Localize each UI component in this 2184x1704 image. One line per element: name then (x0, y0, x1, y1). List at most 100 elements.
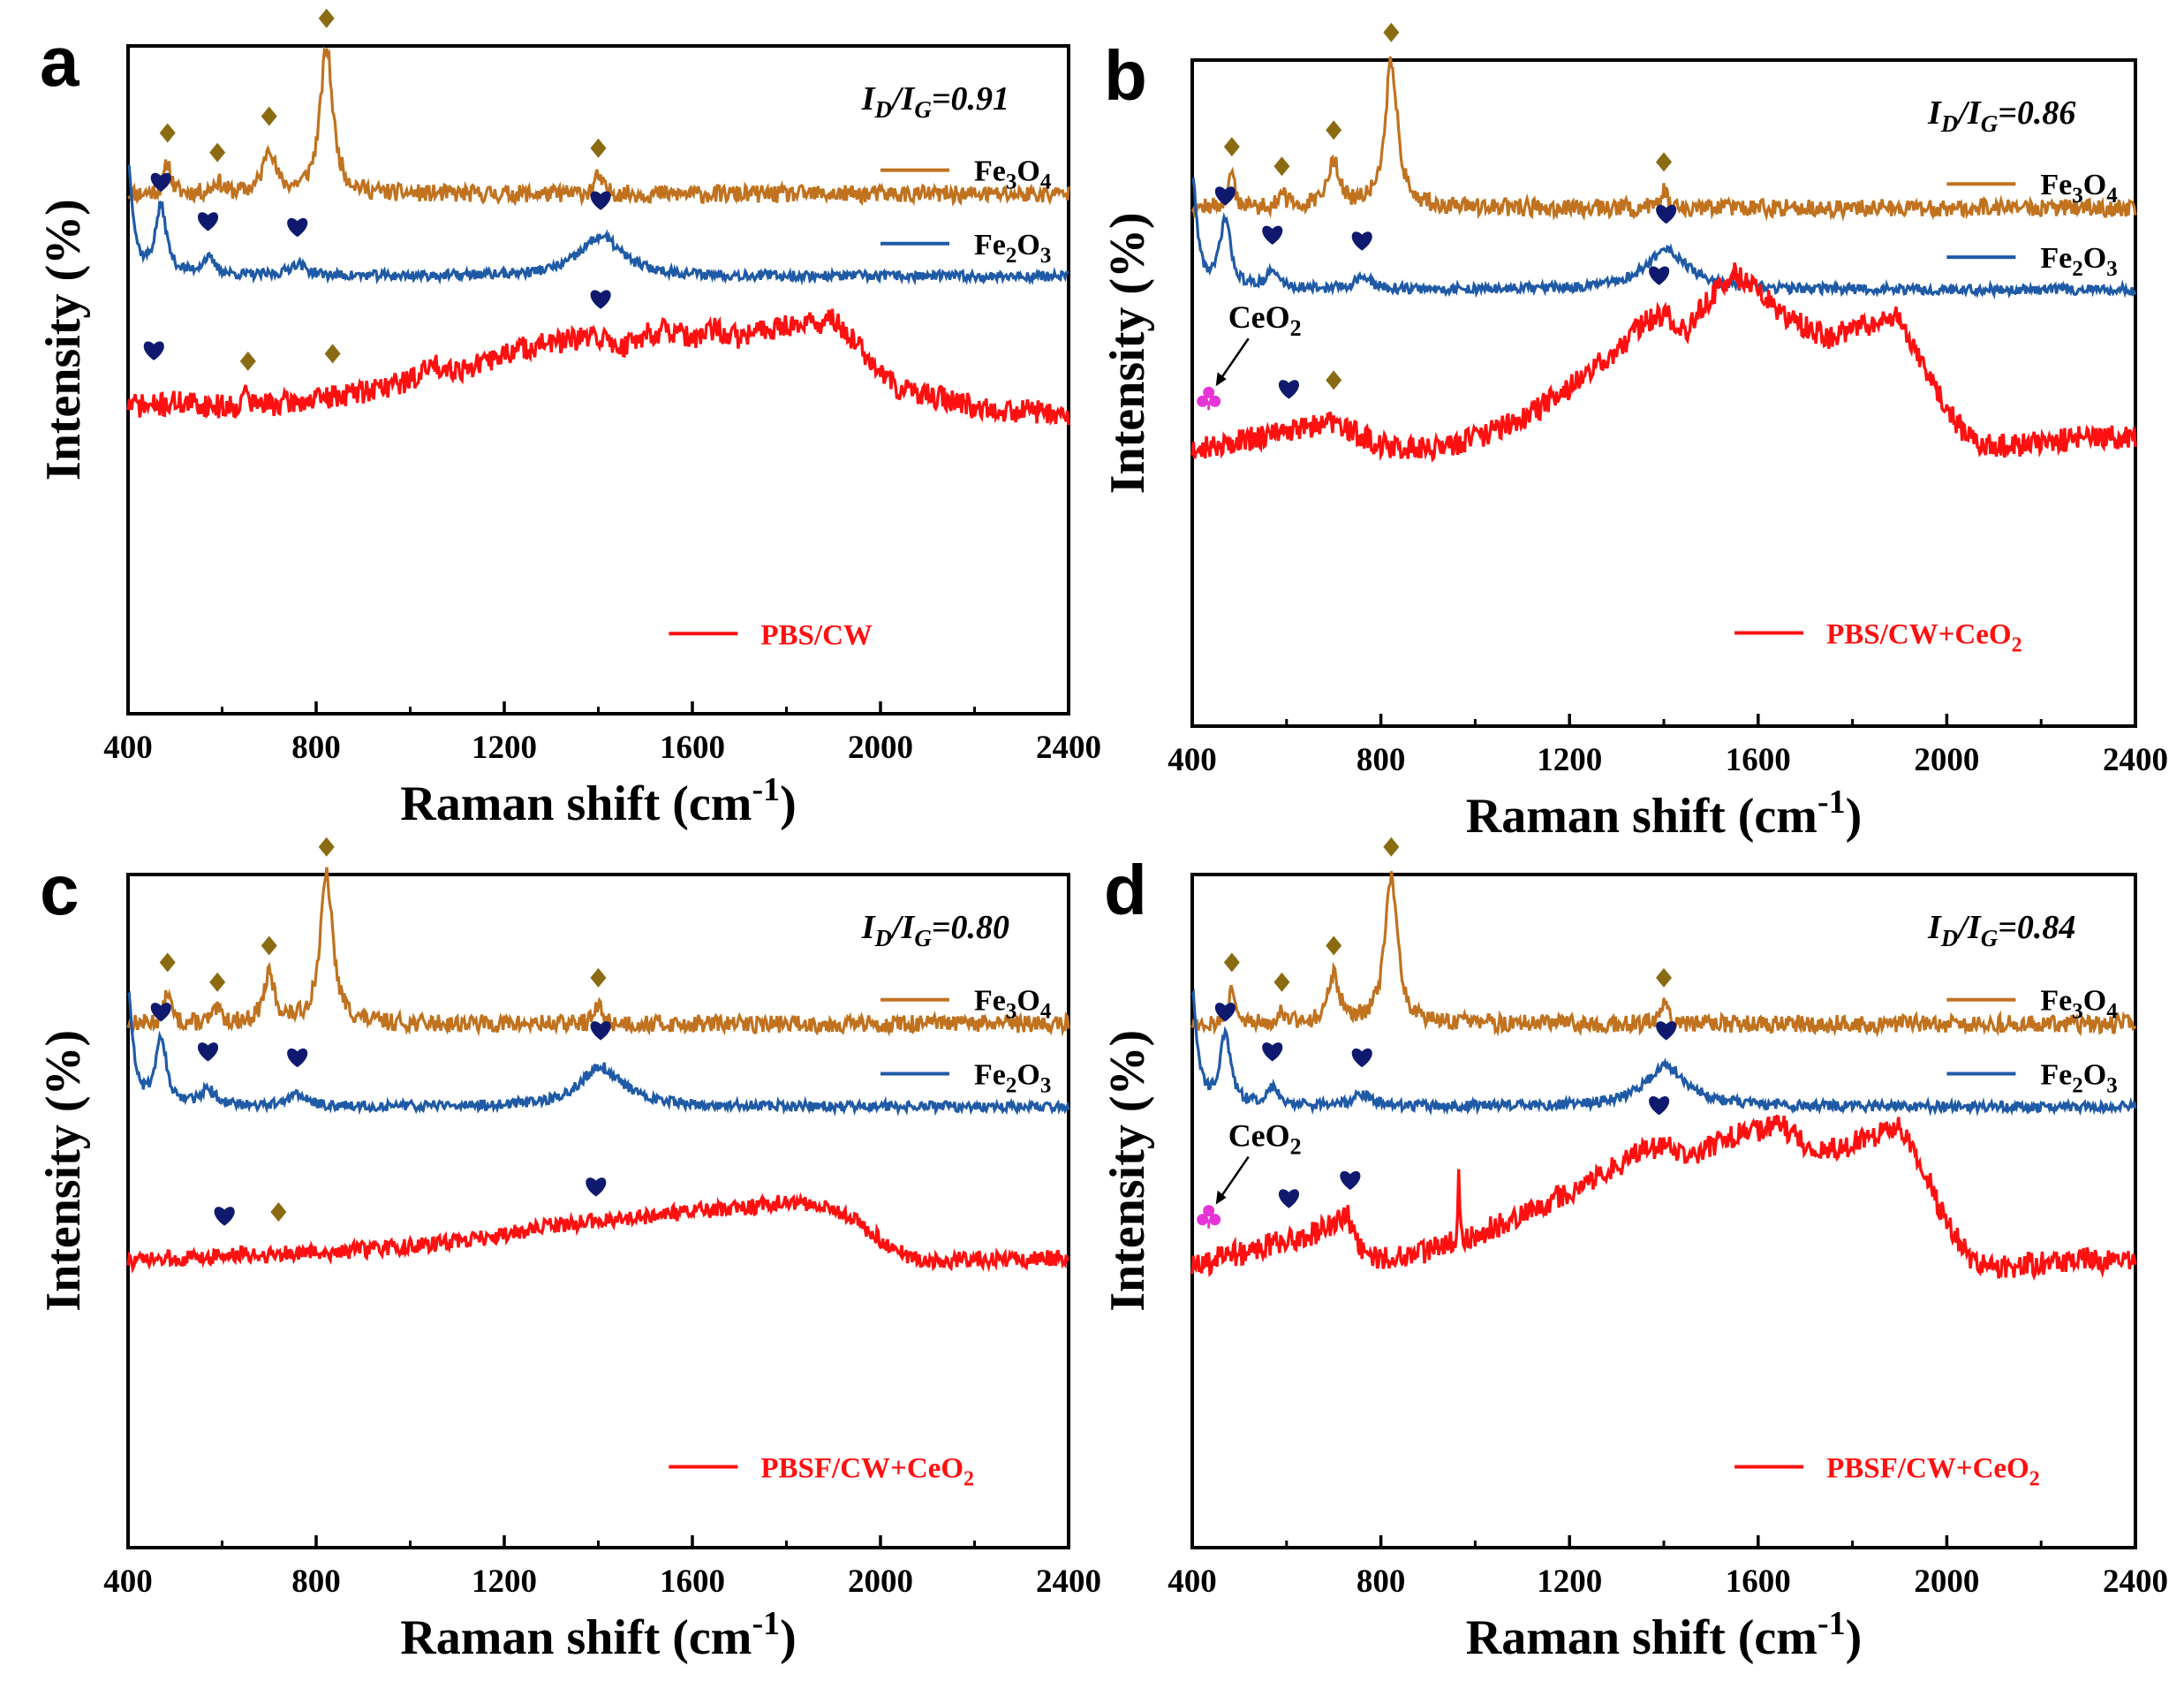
series-fe3o4-line (1190, 56, 2137, 223)
sample-legend-label: PBS/CW+CeO2 (1826, 618, 2022, 656)
x-tick-label: 2000 (1914, 1564, 1979, 1600)
heart-marker (590, 191, 611, 210)
panel-d: CeO2 Fe3O4 Fe2O3 PBSF/CW+CeO2 ID/IG=0.84 d 400… (1100, 837, 2168, 1665)
x-tick-label: 2400 (1036, 1564, 1101, 1600)
y-axis-label: Intensity (%) (36, 1030, 91, 1312)
diamond-marker (239, 351, 256, 371)
club-marker (1197, 1205, 1221, 1229)
heart-marker (1214, 1003, 1236, 1022)
heart-marker (1278, 380, 1300, 399)
diamond-marker (1383, 837, 1400, 857)
x-axis-label: Raman shift (cm-1) (400, 771, 797, 831)
series-fe2o3-line (1191, 177, 2137, 299)
fe3o4-legend-label: Fe3O4 (974, 155, 1052, 194)
x-tick-label: 1600 (660, 730, 725, 766)
x-tick-label: 800 (291, 1564, 341, 1600)
ceo2-label: CeO2 (1228, 1118, 1302, 1160)
diamond-marker (1656, 152, 1672, 172)
heart-marker (287, 1048, 308, 1068)
heart-marker (590, 1021, 611, 1041)
diamond-marker (1326, 120, 1342, 140)
heart-marker (1656, 204, 1677, 224)
heart-marker (1340, 1170, 1361, 1191)
series-sample-line (126, 308, 1070, 427)
heart-marker (1262, 1042, 1283, 1062)
x-tick-label: 2000 (848, 1564, 913, 1600)
heart-marker (1649, 266, 1670, 285)
x-tick-label: 1200 (1537, 742, 1602, 778)
fe2o3-legend-label: Fe2O3 (2040, 1059, 2117, 1098)
x-tick-label: 400 (103, 1564, 153, 1600)
heart-marker (150, 1003, 171, 1022)
x-tick-label: 1200 (472, 730, 537, 766)
diamond-marker (318, 8, 335, 28)
heart-marker (150, 172, 171, 193)
panel-letter: b (1104, 36, 1147, 115)
series-fe3o4-line (1190, 871, 2137, 1038)
x-tick-label: 2400 (2103, 1564, 2168, 1600)
diamond-marker (590, 138, 607, 158)
diamond-marker (270, 1201, 287, 1222)
diamond-marker (1326, 370, 1342, 390)
fe2o3-legend-label: Fe2O3 (2040, 242, 2117, 281)
diamond-marker (261, 106, 277, 126)
ceo2-arrow (1218, 337, 1250, 382)
id-ig-ratio: ID/IG=0.84 (1927, 909, 2075, 951)
x-tick-label: 2000 (848, 730, 913, 766)
heart-marker (1262, 225, 1283, 245)
fe3o4-legend-label: Fe3O4 (2040, 169, 2118, 208)
x-tick-label: 1600 (1726, 742, 1791, 778)
diamond-marker (318, 837, 335, 857)
x-tick-label: 2000 (1914, 742, 1979, 778)
panel-a: Fe3O4 Fe2O3 PBS/CW ID/IG=0.91 a 400 800 1200 160… (36, 8, 1101, 831)
heart-marker (586, 1178, 607, 1197)
diamond-marker (261, 935, 277, 956)
fe3o4-legend-label: Fe3O4 (2040, 985, 2118, 1024)
sample-legend-label: PBSF/CW+CeO2 (760, 1453, 974, 1491)
x-tick-label: 800 (1356, 1564, 1406, 1600)
series-sample-line (1190, 262, 2137, 463)
heart-marker (1351, 231, 1372, 251)
x-tick-label: 2400 (2103, 742, 2168, 778)
x-tick-label: 1200 (472, 1564, 537, 1600)
x-axis-label: Raman shift (cm-1) (400, 1605, 797, 1665)
club-marker (1197, 386, 1221, 411)
x-tick-label: 1600 (1726, 1564, 1791, 1600)
panel-b: CeO2 Fe3O4 Fe2O3 PBS/CW+CeO2 ID/IG=0.86 b 400 8… (1100, 22, 2168, 844)
x-tick-label: 400 (1168, 742, 1217, 778)
y-axis-label: Intensity (%) (1100, 212, 1155, 494)
diamond-marker (1326, 935, 1342, 956)
panel-letter: c (40, 851, 79, 929)
x-tick-label: 400 (1168, 1564, 1217, 1600)
ceo2-arrowhead (1215, 1190, 1227, 1205)
ceo2-label: CeO2 (1228, 299, 1302, 341)
id-ig-ratio: ID/IG=0.80 (861, 909, 1009, 951)
x-tick-label: 800 (291, 730, 341, 766)
x-tick-label: 1200 (1537, 1564, 1602, 1600)
heart-marker (1656, 1021, 1677, 1041)
heart-marker (197, 212, 219, 231)
panel-letter: a (40, 22, 79, 101)
diamond-marker (1656, 967, 1672, 988)
series-fe2o3-line (126, 990, 1070, 1117)
diamond-marker (159, 123, 176, 143)
id-ig-ratio: ID/IG=0.91 (861, 80, 1009, 123)
x-tick-label: 2400 (1036, 730, 1101, 766)
diamond-marker (1223, 137, 1240, 157)
heart-marker (590, 290, 611, 309)
heart-marker (1649, 1095, 1670, 1116)
series-fe3o4-line (127, 45, 1070, 208)
diamond-marker (1273, 972, 1290, 992)
x-tick-label: 400 (103, 730, 153, 766)
panel-c: Fe3O4 Fe2O3 PBSF/CW+CeO2 ID/IG=0.80 c 400 800 1… (36, 837, 1101, 1665)
fe2o3-legend-label: Fe2O3 (974, 1059, 1051, 1098)
sample-legend-label: PBS/CW (760, 619, 873, 651)
ceo2-arrow (1218, 1155, 1250, 1200)
heart-marker (197, 1042, 219, 1062)
heart-marker (214, 1207, 235, 1226)
fe2o3-legend-label: Fe2O3 (974, 229, 1051, 268)
series-sample-line (126, 1192, 1069, 1274)
series-sample-line (1190, 1114, 2137, 1281)
id-ig-ratio: ID/IG=0.86 (1927, 95, 2075, 137)
panel-letter: d (1104, 851, 1147, 929)
